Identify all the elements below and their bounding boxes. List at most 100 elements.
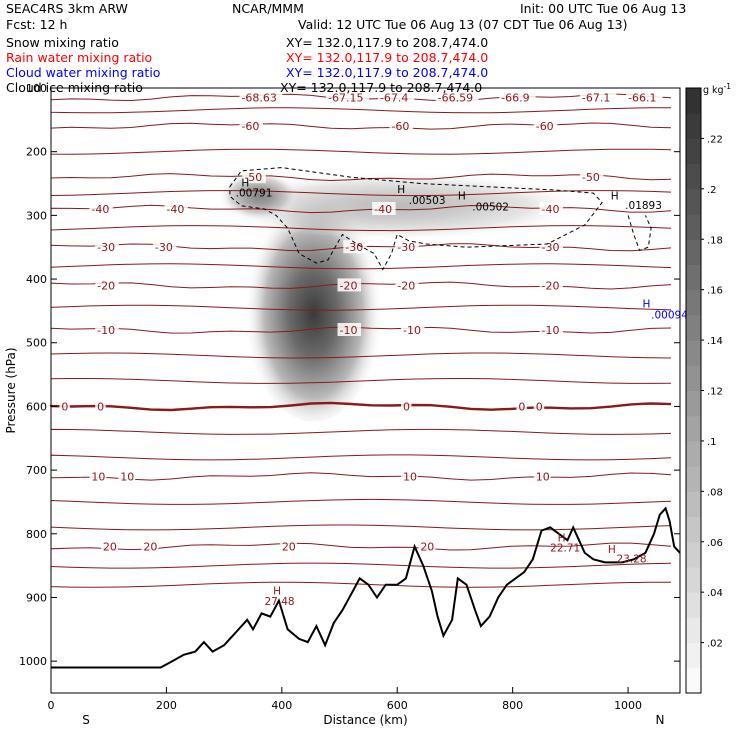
temperature-contours: -68.63 -67.15 -67.4 -66.59 -66.9 -67.1 -66.1 -6…	[49, 90, 672, 588]
extremum-label: H	[558, 532, 566, 544]
isotherm-label-bg	[539, 202, 564, 215]
x-tick-label: 400	[271, 699, 292, 712]
isotherm-line	[50, 263, 672, 270]
plot-frame	[50, 87, 681, 694]
colorbar-cell	[686, 314, 701, 341]
colorbar-tick-label: .06	[707, 538, 723, 549]
isotherm-label: -20	[340, 279, 358, 292]
isotherm-label-bg	[95, 323, 119, 336]
isotherm-label-bg	[395, 278, 419, 292]
isotherm-label-bg	[59, 399, 70, 413]
isotherm-label: 0	[536, 400, 543, 413]
isotherm-label: -66.1	[628, 92, 656, 105]
isotherm-label-bg	[377, 90, 415, 104]
colorbar-cell	[686, 617, 701, 644]
isotherm-label-bg	[242, 170, 266, 184]
extremum-label: H	[273, 585, 281, 597]
isotherm-label-bg	[164, 202, 188, 215]
isotherm-line	[50, 542, 672, 551]
colorbar-cell	[686, 88, 701, 114]
isotherm-label: -20	[97, 279, 115, 292]
model-title: SEAC4RS 3km ARW	[6, 1, 128, 16]
isotherm-label-bg	[533, 469, 551, 483]
colorbar-cell	[686, 239, 701, 265]
cloud-ice-outline	[229, 167, 603, 271]
cloud-ice-contour	[229, 167, 652, 271]
colorbar-cell	[686, 138, 701, 165]
isotherm-label: -10	[97, 324, 115, 337]
isotherm-line	[50, 204, 672, 214]
isotherm-label-bg	[539, 323, 564, 336]
colorbar-cell	[686, 667, 701, 694]
isotherm-line	[50, 562, 672, 569]
isotherm-label-bg	[389, 119, 413, 133]
colorbar-cell	[686, 466, 701, 492]
field-rain-name: Rain water mixing ratio	[6, 50, 153, 65]
isotherm-label-bg	[401, 399, 412, 413]
y-tick-label: 300	[26, 209, 47, 222]
isotherm-label-bg	[279, 539, 297, 553]
isotherm-line	[50, 107, 671, 114]
extremum-label: H	[397, 184, 405, 196]
colorbar-cell	[686, 188, 701, 215]
isotherm-label: -20	[542, 279, 560, 292]
y-tick-label: 200	[26, 146, 47, 159]
isotherm-line	[50, 498, 672, 505]
field-cloudwater-xy: XY= 132.0,117.9 to 208.7,474.0	[286, 65, 489, 80]
upper-cell-shading	[218, 168, 299, 219]
isotherm-label-bg	[89, 469, 107, 483]
cloud-ice-outline-east	[627, 215, 652, 252]
extremum-label: H	[642, 299, 650, 311]
isotherm-label: -40	[542, 203, 560, 216]
extremum-label: 23.28	[617, 553, 647, 565]
isotherm-label: -60	[241, 120, 259, 133]
isotherm-label: 10	[536, 470, 550, 483]
isotherm-label: -20	[397, 279, 415, 292]
isotherm-label-bg	[579, 90, 617, 104]
extremum-label: .01893	[625, 200, 662, 212]
x-axis-label: Distance (km)	[323, 713, 407, 727]
colorbar-cell	[686, 264, 701, 291]
colorbar-tick-label: .08	[707, 487, 723, 498]
colorbar-tick-label: .02	[707, 639, 723, 650]
isotherm-label: -50	[244, 171, 262, 184]
isotherm-line	[50, 581, 671, 588]
colorbar-cell	[686, 440, 701, 467]
y-tick-label: 700	[26, 464, 47, 477]
field-cloudice-xy: XY= 132.0,117.9 to 208.7,474.0	[280, 80, 483, 95]
extremum-label: 27.48	[265, 596, 295, 608]
isotherm-label: 0	[61, 400, 68, 413]
isotherm-label: -30	[397, 241, 415, 254]
colorbar-cell	[686, 516, 701, 543]
isotherm-label: -50	[582, 171, 600, 184]
isotherm-label-bg	[395, 240, 419, 254]
isotherm-label: 20	[420, 541, 434, 554]
isotherm-label-bg	[533, 399, 545, 413]
isotherm-label: -67.15	[328, 92, 363, 105]
colorbar-tick-label: .18	[707, 235, 723, 246]
isotherm-label-bg	[239, 119, 263, 133]
isotherm-label: -10	[542, 324, 560, 337]
isotherm-line	[49, 401, 672, 412]
isotherm-line	[50, 352, 672, 359]
colorbar-tick-label: .16	[707, 286, 723, 297]
isotherm-label-bg	[579, 170, 604, 184]
colorbar-tick-label: .12	[707, 387, 723, 398]
x-tick-label: 200	[156, 699, 177, 712]
isotherm-label-bg	[516, 399, 527, 413]
extremum-label: .000945	[651, 310, 694, 322]
colorbar-cell	[686, 365, 701, 391]
valid-time: Valid: 12 UTC Tue 06 Aug 13 (07 CDT Tue …	[298, 17, 628, 32]
anvil-shading	[207, 167, 588, 238]
isotherm-label: -67.1	[582, 92, 610, 105]
colorbar-cell	[686, 592, 701, 618]
isotherm-label-bg	[499, 90, 536, 104]
x-tick-label: 800	[502, 699, 523, 712]
isotherm-label-bg	[95, 399, 106, 413]
colorbar-cell	[686, 390, 701, 417]
isotherm-label-bg	[100, 539, 118, 553]
isotherm-label: -60	[391, 120, 409, 133]
colorbar-cell	[686, 541, 701, 568]
